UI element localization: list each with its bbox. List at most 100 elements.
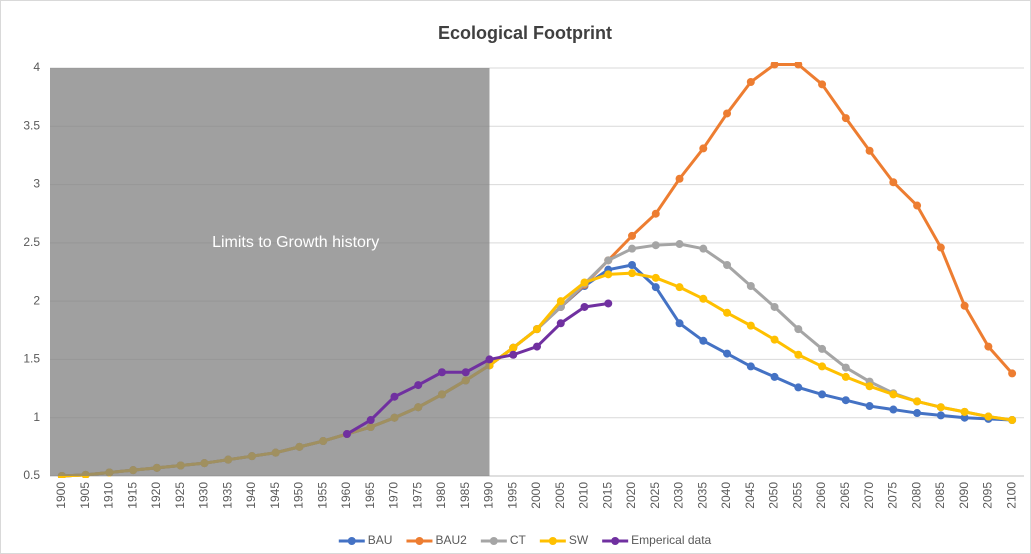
x-tick-label: 2010 [577, 482, 591, 509]
x-tick-label: 2000 [529, 482, 543, 509]
data-point [841, 363, 850, 372]
chart-title: Ecological Footprint [438, 23, 612, 43]
data-point [437, 368, 446, 377]
data-point [390, 392, 399, 401]
data-point [604, 299, 613, 308]
data-point [889, 390, 898, 399]
data-point [889, 178, 898, 187]
x-tick-label: 1925 [173, 482, 187, 509]
x-tick-label: 2085 [933, 482, 947, 509]
data-point [628, 244, 637, 253]
data-point [1008, 416, 1017, 425]
data-point [580, 278, 589, 287]
data-point [794, 383, 803, 392]
data-point [604, 270, 613, 279]
legend-label: CT [510, 533, 527, 547]
data-point [723, 261, 732, 270]
data-point [913, 397, 922, 406]
y-tick-label: 3.5 [23, 118, 40, 132]
data-point [366, 416, 375, 425]
data-point [794, 62, 803, 69]
shaded-region [50, 68, 490, 476]
data-point [651, 283, 660, 292]
data-point [485, 355, 494, 364]
x-tick-label: 1995 [505, 482, 519, 509]
x-tick-label: 1970 [387, 482, 401, 509]
data-point [556, 319, 565, 328]
x-tick-label: 1910 [102, 482, 116, 509]
x-tick-label: 2055 [790, 482, 804, 509]
data-point [699, 244, 708, 253]
legend: BAU BAU2 CT SW Emperical data [338, 533, 712, 547]
data-point [913, 201, 922, 210]
data-point [414, 381, 423, 390]
y-tick-label: 4 [33, 60, 40, 74]
data-point [675, 240, 684, 249]
data-point [699, 336, 708, 345]
data-point [865, 402, 874, 411]
x-tick-label: 2005 [553, 482, 567, 509]
data-point [770, 62, 779, 69]
plot-area [50, 62, 1017, 478]
data-point [770, 302, 779, 311]
legend-label: Emperical data [631, 533, 711, 547]
data-point [936, 403, 945, 412]
data-point [746, 321, 755, 330]
x-tick-label: 2025 [648, 482, 662, 509]
data-point [651, 241, 660, 250]
data-point [533, 325, 541, 334]
legend-marker [611, 537, 620, 545]
data-point [675, 283, 684, 292]
data-point [461, 368, 470, 377]
data-point [865, 146, 874, 155]
x-tick-label: 1990 [482, 482, 496, 509]
data-point [723, 349, 732, 358]
y-tick-label: 1.5 [23, 352, 40, 366]
data-point [818, 362, 827, 371]
data-point [770, 372, 779, 381]
x-tick-label: 1980 [434, 482, 448, 509]
x-tick-label: 1905 [78, 482, 92, 509]
y-tick-label: 3 [33, 177, 40, 191]
data-point [841, 396, 850, 405]
data-point [841, 114, 850, 123]
x-tick-label: 1975 [410, 482, 424, 509]
x-tick-label: 1950 [292, 482, 306, 509]
series-line [346, 301, 609, 436]
data-point [818, 344, 827, 353]
data-point [936, 243, 945, 252]
y-tick-label: 0.5 [23, 468, 40, 482]
x-tick-label: 1960 [339, 482, 353, 509]
x-tick-label: 2020 [624, 482, 638, 509]
x-tick-label: 1940 [244, 482, 258, 509]
legend-marker [415, 537, 424, 545]
data-point [533, 342, 541, 351]
x-tick-label: 2015 [600, 482, 614, 509]
data-point [960, 413, 969, 422]
legend-label: BAU2 [435, 533, 467, 547]
legend-marker [347, 537, 356, 545]
x-tick-label: 1945 [268, 482, 282, 509]
x-tick-label: 2030 [672, 482, 686, 509]
data-point [509, 343, 518, 352]
x-tick-label: 2080 [909, 482, 923, 509]
data-point [628, 261, 637, 270]
data-point [604, 256, 613, 265]
x-tick-label: 2095 [981, 482, 995, 509]
data-point [818, 390, 827, 399]
data-point [960, 301, 969, 310]
data-point [889, 405, 898, 414]
data-point [746, 77, 755, 86]
data-point [936, 411, 945, 420]
data-point [746, 362, 755, 371]
data-point [651, 209, 660, 218]
data-point [699, 294, 708, 303]
x-tick-label: 1935 [220, 482, 234, 509]
x-tick-label: 1930 [197, 482, 211, 509]
data-point [913, 409, 922, 418]
legend-label: SW [569, 533, 589, 547]
x-tick-label: 2040 [719, 482, 733, 509]
x-tick-label: 1985 [458, 482, 472, 509]
x-tick-label: 1955 [315, 482, 329, 509]
legend-marker [548, 537, 557, 545]
